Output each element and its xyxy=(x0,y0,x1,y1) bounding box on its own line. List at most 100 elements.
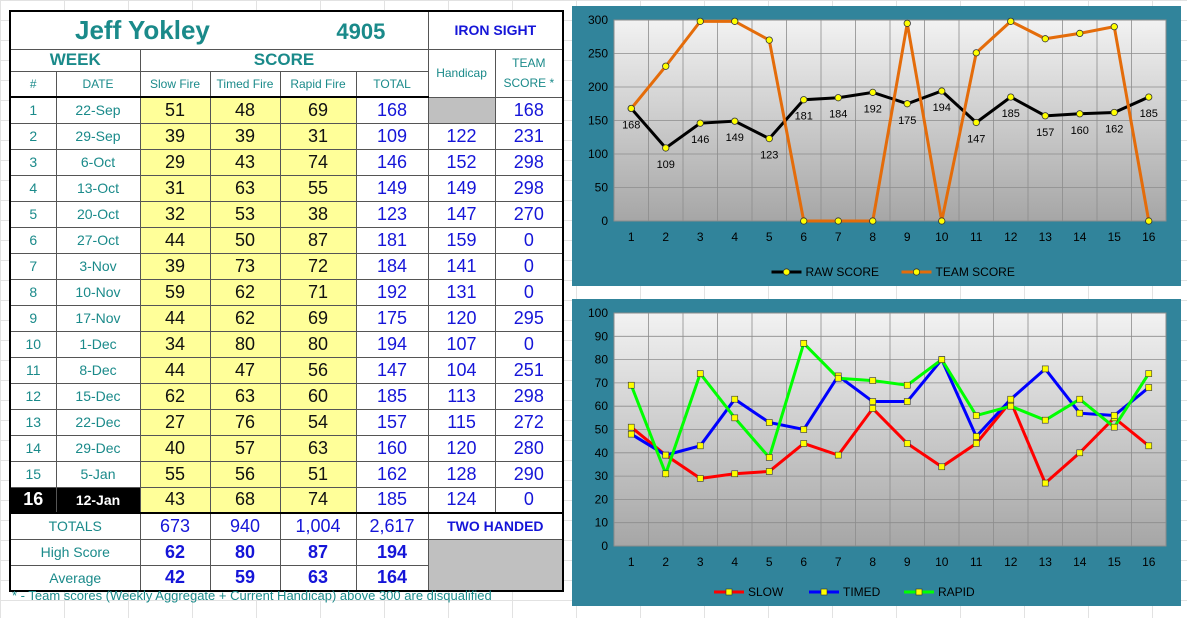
total-score: 162 xyxy=(355,460,429,488)
x-tick-label: 5 xyxy=(766,230,773,244)
table-row: 8 10-Nov 59 62 71 192 131 0 xyxy=(9,278,565,306)
x-tick-label: 2 xyxy=(662,230,669,244)
timed-fire-score: 80 xyxy=(209,330,281,358)
slow-fire-score: 59 xyxy=(139,278,211,306)
week-number: 14 xyxy=(9,434,57,462)
rapid-fire-score: 72 xyxy=(279,252,357,280)
week-number: 6 xyxy=(9,226,57,254)
total-score: 157 xyxy=(355,408,429,436)
rapid-fire-score: 69 xyxy=(279,96,357,124)
rapid-fire-score: 55 xyxy=(279,174,357,202)
week-date: 10-Nov xyxy=(55,278,141,306)
legend-entry: SLOW xyxy=(748,585,784,599)
data-point xyxy=(627,423,635,431)
table-row: 12 15-Dec 62 63 60 185 113 298 xyxy=(9,382,565,410)
data-point xyxy=(1007,402,1015,410)
table-row: 16 12-Jan 43 68 74 185 124 0 xyxy=(9,486,565,514)
data-label: 185 xyxy=(1140,108,1158,120)
footnote: * - Team scores (Weekly Aggregate + Curr… xyxy=(12,588,492,603)
totals-label: TOTALS xyxy=(9,512,141,540)
y-tick-label: 0 xyxy=(601,214,608,228)
handicap-value: 120 xyxy=(427,304,496,332)
slow-fire-score: 29 xyxy=(139,148,211,176)
x-tick-label: 16 xyxy=(1142,230,1156,244)
handicap-value: 104 xyxy=(427,356,496,384)
slow-fire-score: 39 xyxy=(139,122,211,150)
total-score: 168 xyxy=(355,96,429,124)
two-handed-label: TWO HANDED xyxy=(427,512,565,540)
data-point xyxy=(1145,384,1153,391)
week-date: 29-Sep xyxy=(55,122,141,150)
data-point xyxy=(1041,479,1049,487)
timed-fire-score: 47 xyxy=(209,356,281,384)
data-point xyxy=(1110,412,1118,419)
slow-fire-score: 43 xyxy=(139,486,211,514)
team-score-value: 298 xyxy=(494,148,565,176)
week-number: 16 xyxy=(9,486,57,514)
x-tick-label: 13 xyxy=(1039,230,1053,244)
table-row: 15 5-Jan 55 56 51 162 128 290 xyxy=(9,460,565,488)
col-rapid-header: Rapid Fire xyxy=(279,70,357,98)
rapid-fire-score: 56 xyxy=(279,356,357,384)
rapid-fire-score: 74 xyxy=(279,148,357,176)
y-tick-label: 50 xyxy=(595,181,609,195)
y-tick-label: 0 xyxy=(601,539,608,553)
data-point xyxy=(972,440,980,447)
series-line-rapid xyxy=(629,340,1151,479)
x-tick-label: 15 xyxy=(1108,555,1122,569)
data-point xyxy=(972,49,980,57)
x-tick-label: 7 xyxy=(835,230,842,244)
handicap-value: 115 xyxy=(427,408,496,436)
timed-fire-score: 57 xyxy=(209,434,281,462)
data-point xyxy=(1041,365,1049,373)
data-label: 109 xyxy=(657,159,675,171)
data-point xyxy=(731,17,739,25)
data-point xyxy=(1076,395,1084,403)
team-score-value: 272 xyxy=(494,408,565,436)
data-point xyxy=(662,144,670,152)
data-point xyxy=(696,17,704,25)
x-tick-label: 8 xyxy=(869,555,876,569)
x-tick-label: 9 xyxy=(904,230,911,244)
data-point xyxy=(662,62,670,70)
y-tick-label: 30 xyxy=(595,469,609,483)
shooter-header: Jeff Yokley 4905 xyxy=(8,10,429,50)
week-date: 22-Sep xyxy=(55,96,141,124)
table-row: 14 29-Dec 40 57 63 160 120 280 xyxy=(9,434,565,462)
x-tick-label: 11 xyxy=(970,230,983,244)
team-score-value: 290 xyxy=(494,460,565,488)
shooter-number: 4905 xyxy=(336,18,386,44)
x-tick-label: 3 xyxy=(697,555,704,569)
data-label: 157 xyxy=(1036,127,1054,139)
slow-fire-score: 40 xyxy=(139,434,211,462)
week-date: 3-Nov xyxy=(55,252,141,280)
x-tick-label: 14 xyxy=(1073,555,1087,569)
data-point xyxy=(938,217,946,225)
slow-fire-score: 44 xyxy=(139,304,211,332)
totals-slow: 673 xyxy=(139,512,211,540)
rapid-fire-score: 38 xyxy=(279,200,357,228)
slow-fire-score: 44 xyxy=(139,356,211,384)
data-point xyxy=(1076,449,1084,457)
data-point xyxy=(662,451,670,459)
x-tick-label: 15 xyxy=(1108,230,1122,244)
y-tick-label: 90 xyxy=(595,329,609,343)
rapid-fire-score: 87 xyxy=(279,226,357,254)
x-tick-label: 13 xyxy=(1039,555,1053,569)
timed-fire-score: 39 xyxy=(209,122,281,150)
x-tick-label: 10 xyxy=(935,555,949,569)
handicap-value: 141 xyxy=(427,252,496,280)
data-label: 160 xyxy=(1071,125,1089,137)
data-point xyxy=(696,475,704,482)
y-tick-label: 40 xyxy=(595,446,609,460)
data-point xyxy=(903,19,911,27)
rapid-fire-score: 69 xyxy=(279,304,357,332)
data-point xyxy=(800,96,808,104)
data-point xyxy=(765,36,773,44)
y-tick-label: 250 xyxy=(588,47,608,61)
week-date: 8-Dec xyxy=(55,356,141,384)
week-date: 12-Jan xyxy=(55,486,141,514)
high-total: 194 xyxy=(355,538,429,566)
y-tick-label: 70 xyxy=(595,376,609,390)
team-score-value: 231 xyxy=(494,122,565,150)
